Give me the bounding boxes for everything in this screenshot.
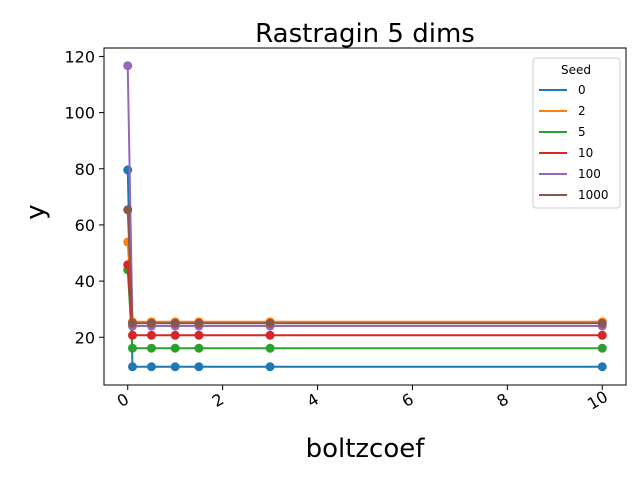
legend-item: 1000 [539, 188, 609, 202]
data-point [597, 330, 607, 340]
data-point [170, 362, 180, 372]
data-point [127, 362, 137, 372]
x-tick-label: 2 [209, 389, 227, 411]
legend-label: 10 [578, 146, 593, 160]
legend-items: 0 2 5 10 100 1000 [539, 83, 609, 202]
x-tick-label: 4 [304, 389, 322, 411]
y-axis-label: y [21, 204, 51, 219]
legend: Seed 0 2 5 10 100 1000 [532, 57, 621, 209]
y-tick-label: 120 [64, 47, 95, 66]
legend-label: 5 [578, 125, 586, 139]
data-point [265, 362, 275, 372]
data-point [170, 318, 180, 328]
data-point [127, 318, 137, 328]
legend-label: 2 [578, 104, 586, 118]
data-point [170, 330, 180, 340]
data-point [123, 61, 133, 71]
legend-item: 100 [539, 167, 601, 181]
data-point [146, 330, 156, 340]
data-point [265, 343, 275, 353]
data-point [194, 330, 204, 340]
y-tick-label: 80 [75, 160, 95, 179]
data-point [194, 362, 204, 372]
series-1000 [123, 205, 607, 328]
legend-label: 0 [578, 83, 586, 97]
x-axis-label: boltzcoef [306, 434, 426, 464]
legend-label: 100 [578, 167, 601, 181]
y-tick-label: 60 [75, 216, 95, 235]
data-point [146, 318, 156, 328]
legend-title: Seed [561, 63, 591, 77]
series-0 [123, 165, 607, 372]
y-tick-label: 40 [75, 272, 95, 291]
data-point [146, 343, 156, 353]
legend-item: 10 [539, 146, 593, 160]
axes-frame [103, 47, 627, 386]
data-point [127, 330, 137, 340]
series-layer [123, 61, 607, 372]
x-tick-label: 10 [584, 387, 611, 414]
data-point [597, 362, 607, 372]
data-point [170, 343, 180, 353]
data-point [123, 205, 133, 215]
x-tick-label: 6 [399, 389, 417, 411]
data-point [597, 343, 607, 353]
legend-frame [532, 57, 621, 209]
series-10 [123, 260, 607, 340]
data-point [194, 318, 204, 328]
legend-label: 1000 [578, 188, 609, 202]
legend-item: 5 [539, 125, 586, 139]
legend-item: 0 [539, 83, 586, 97]
data-point [146, 362, 156, 372]
data-point [265, 330, 275, 340]
data-point [265, 318, 275, 328]
data-point [127, 343, 137, 353]
data-point [123, 165, 133, 175]
x-tick-label: 0 [114, 389, 132, 411]
chart-title: Rastragin 5 dims [255, 19, 475, 49]
data-point [597, 318, 607, 328]
data-point [194, 343, 204, 353]
legend-item: 2 [539, 104, 586, 118]
y-tick-label: 100 [64, 104, 95, 123]
y-tick-label: 20 [75, 328, 95, 347]
x-tick-label: 8 [493, 389, 511, 411]
